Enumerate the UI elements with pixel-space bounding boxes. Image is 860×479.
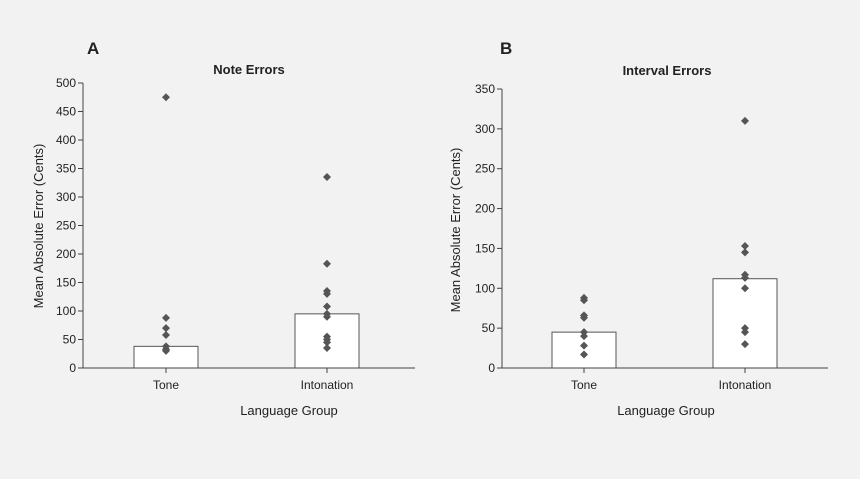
y-tick-label: 350	[56, 162, 76, 176]
chart-title-a: Note Errors	[213, 62, 285, 77]
y-tick-label: 150	[475, 241, 495, 255]
data-point-intonation	[741, 328, 749, 337]
data-point-intonation	[323, 289, 331, 298]
y-tick-label: 450	[56, 105, 76, 119]
data-point-tone	[162, 313, 170, 322]
y-tick-label: 300	[475, 122, 495, 136]
data-point-intonation	[323, 302, 331, 311]
y-tick-label: 350	[475, 82, 495, 96]
chart-marks-b: 0 50 100 150 200 250 300 350 Tone Intonation	[475, 82, 828, 392]
x-tick-label-tone: Tone	[153, 378, 179, 392]
y-tick-label: 0	[488, 361, 495, 375]
chart-title-b: Interval Errors	[623, 63, 712, 78]
y-tick-label: 250	[56, 219, 76, 233]
chart-panel-a: A Note Errors Language Group Mean Absolu…	[31, 39, 415, 418]
y-tick-label: 200	[56, 247, 76, 261]
y-tick-label: 250	[475, 162, 495, 176]
panel-letter-a: A	[87, 39, 99, 58]
data-point-intonation	[741, 248, 749, 257]
y-tick-label: 500	[56, 76, 76, 90]
data-point-intonation	[741, 116, 749, 125]
panel-letter-b: B	[500, 39, 512, 58]
chart-panel-b: B Interval Errors Language Group Mean Ab…	[448, 39, 828, 418]
y-axis-label-b: Mean Absolute Error (Cents)	[448, 148, 463, 313]
y-tick-label: 100	[475, 281, 495, 295]
x-tick-label-tone: Tone	[571, 378, 597, 392]
data-point-tone	[580, 313, 588, 322]
y-axis-label-a: Mean Absolute Error (Cents)	[31, 144, 46, 309]
data-point-intonation	[741, 284, 749, 293]
data-point-tone	[580, 341, 588, 350]
x-tick-label-intonation: Intonation	[301, 378, 354, 392]
data-point-tone	[580, 296, 588, 305]
data-point-tone	[162, 324, 170, 333]
data-point-intonation	[323, 338, 331, 347]
data-point-tone	[580, 350, 588, 359]
y-tick-label: 50	[482, 321, 496, 335]
y-tick-label: 0	[69, 361, 76, 375]
x-tick-label-intonation: Intonation	[719, 378, 772, 392]
x-axis-label-b: Language Group	[617, 403, 715, 418]
y-tick-label: 50	[63, 333, 77, 347]
y-tick-label: 150	[56, 276, 76, 290]
y-tick-label: 300	[56, 190, 76, 204]
y-tick-label: 200	[475, 202, 495, 216]
y-tick-label: 400	[56, 133, 76, 147]
y-tick-label: 100	[56, 304, 76, 318]
data-point-tone	[162, 330, 170, 339]
data-point-intonation	[323, 173, 331, 182]
chart-marks-a: 0 50 100 150 200 250 300 350 400 450 500 Tone Intona…	[56, 76, 415, 392]
bar-intonation	[712, 278, 778, 369]
data-point-intonation	[741, 242, 749, 251]
data-point-intonation	[741, 273, 749, 282]
data-point-intonation	[323, 312, 331, 321]
data-point-intonation	[323, 259, 331, 268]
data-point-tone	[162, 346, 170, 355]
data-point-tone	[580, 332, 588, 341]
x-axis-label-a: Language Group	[240, 403, 338, 418]
data-point-tone	[162, 93, 170, 102]
data-point-intonation	[741, 340, 749, 349]
data-point-intonation	[323, 344, 331, 353]
